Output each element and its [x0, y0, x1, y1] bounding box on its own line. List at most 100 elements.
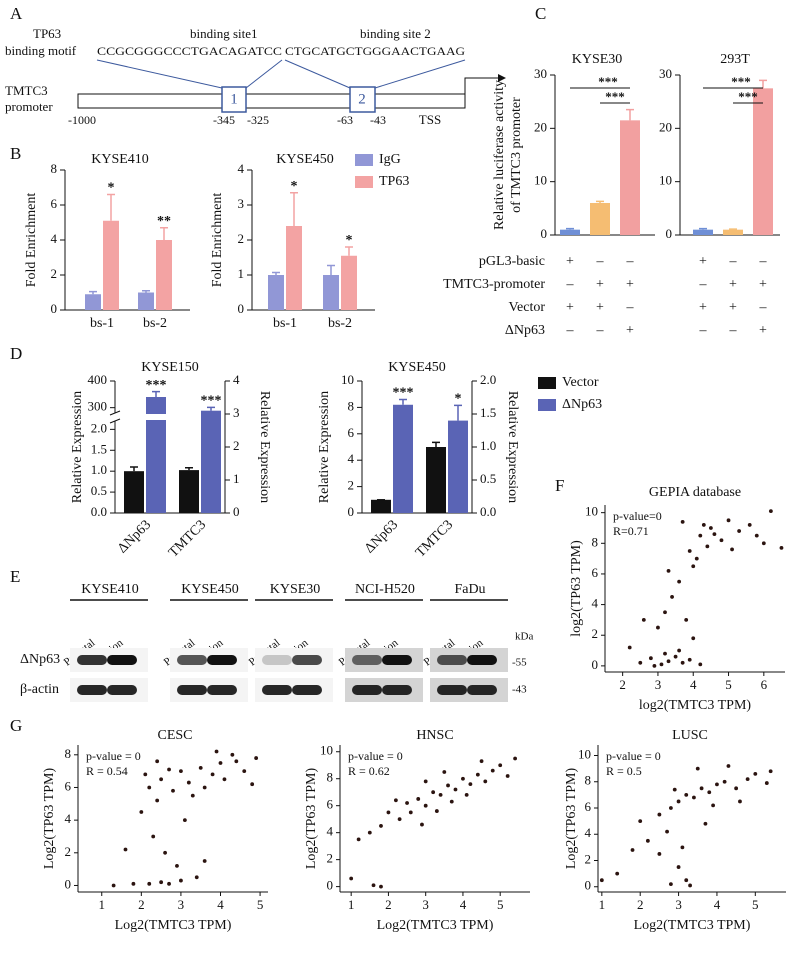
cell-line: FaDu: [454, 582, 485, 597]
y-tick-label: 6: [585, 799, 592, 814]
point: [254, 756, 259, 760]
cell-line: NCI-H520: [355, 582, 415, 597]
significance: *: [108, 181, 115, 196]
condition-sign: +: [759, 323, 767, 338]
panel-label: C: [535, 4, 546, 23]
point: [599, 878, 604, 883]
chart-title: GEPIA database: [649, 485, 741, 500]
y-tick-label: 20: [534, 119, 547, 134]
error-bar: [142, 290, 150, 293]
error-bar: [399, 398, 407, 405]
protein-label: β-actin: [20, 682, 59, 697]
connector: [96, 59, 223, 89]
y2-tick-label: 4: [233, 372, 240, 387]
condition-sign: –: [729, 254, 738, 269]
point: [446, 783, 450, 788]
y-axis-label: Relative luciferase activity: [492, 80, 507, 230]
point: [707, 790, 712, 795]
condition-sign: +: [699, 254, 707, 269]
condition-label: pGL3-basic: [479, 254, 545, 269]
y-axis-label: Relative Expression: [317, 391, 332, 503]
point: [423, 803, 428, 808]
bar: [753, 88, 773, 235]
point: [198, 765, 203, 770]
point: [677, 579, 682, 584]
annotation: p-value = 0: [348, 749, 403, 763]
blot-band: [467, 655, 497, 665]
y-tick-label: 0: [327, 878, 334, 893]
bar: [138, 292, 154, 310]
point: [190, 793, 195, 798]
point: [242, 769, 247, 774]
condition-sign: +: [729, 277, 737, 292]
point: [734, 786, 739, 791]
point: [698, 662, 703, 667]
y-tick-label: 8: [327, 770, 334, 785]
bar: [393, 404, 413, 513]
connector: [374, 59, 466, 89]
tss-label: TSS: [419, 112, 441, 127]
y-tick-label: 4: [65, 811, 72, 826]
error-bar: [185, 467, 193, 471]
point: [761, 541, 766, 546]
legend-swatch: [355, 176, 373, 188]
unit-label: kDa: [515, 631, 533, 643]
chart-title: CESC: [157, 728, 192, 743]
blot-band: [107, 685, 137, 695]
x-tick-label: 6: [761, 677, 768, 692]
bar: [426, 447, 446, 513]
significance: *: [346, 233, 353, 248]
point: [638, 819, 643, 824]
y-tick-label: 2: [348, 478, 355, 493]
point: [408, 810, 413, 815]
point: [464, 792, 469, 797]
y-tick-label: 300: [88, 399, 108, 414]
point: [677, 648, 682, 653]
point: [657, 852, 662, 856]
annotation: R = 0.62: [348, 764, 390, 778]
point: [754, 533, 759, 538]
x-tick-label: 4: [714, 897, 721, 912]
position-label: -43: [370, 113, 386, 127]
point: [393, 798, 398, 803]
point: [768, 509, 773, 514]
connector: [245, 59, 283, 89]
y-tick-label: 0: [585, 878, 592, 893]
error-bar: [327, 264, 335, 275]
y2-axis-label: Relative Expression: [505, 391, 520, 503]
error-bar: [130, 466, 138, 472]
legend-swatch: [355, 154, 373, 166]
x-tick-label: 3: [422, 897, 429, 912]
point: [505, 774, 510, 778]
bar: [103, 220, 119, 310]
error-bar: [160, 227, 168, 240]
point: [699, 786, 704, 791]
point: [131, 881, 136, 886]
legend-label: TP63: [379, 174, 409, 189]
sequence: CCGCGGGCCCTGACAGATCC: [97, 44, 282, 58]
point: [250, 782, 255, 787]
y-tick-label: 20: [659, 119, 672, 134]
point: [726, 518, 731, 523]
x-tick-label: 4: [217, 897, 224, 912]
point: [694, 556, 699, 561]
point: [202, 785, 207, 790]
point: [680, 519, 685, 524]
x-tick-label: 3: [655, 677, 662, 692]
point: [701, 523, 706, 527]
y-tick-label: 400: [88, 372, 108, 387]
point: [680, 845, 685, 850]
chart-title: KYSE30: [572, 52, 623, 67]
point: [159, 777, 164, 782]
point: [379, 884, 383, 889]
y-tick-label: 2: [327, 851, 334, 866]
y-tick-label: 6: [65, 778, 72, 793]
blot-band: [352, 685, 382, 695]
point: [147, 881, 152, 886]
x-tick-label: 3: [178, 897, 185, 912]
point: [627, 645, 632, 650]
blot-band: [177, 685, 207, 695]
point: [668, 882, 673, 887]
bar: [201, 410, 221, 513]
point: [711, 803, 716, 808]
